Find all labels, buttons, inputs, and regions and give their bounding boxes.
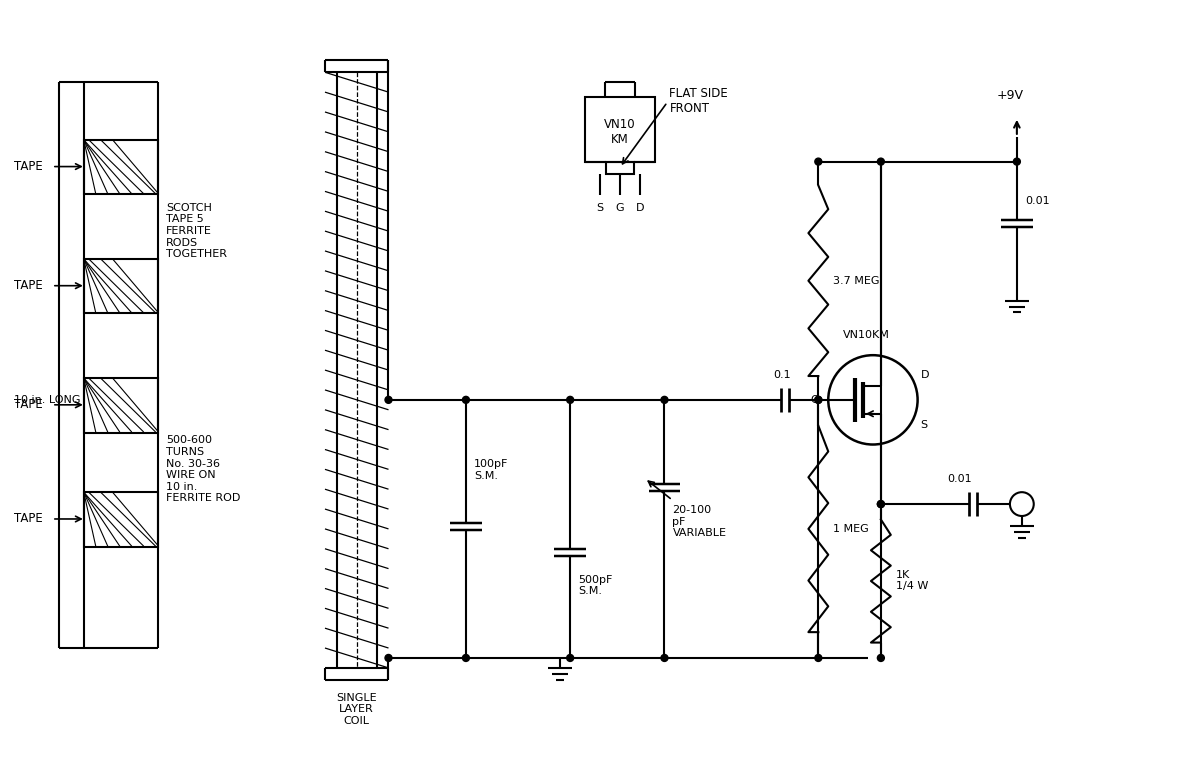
Circle shape — [385, 654, 392, 661]
Bar — [606, 162, 633, 173]
Circle shape — [463, 397, 469, 404]
Text: 1K
1/4 W: 1K 1/4 W — [896, 570, 928, 591]
Text: G: G — [616, 204, 624, 214]
Circle shape — [815, 654, 822, 661]
Circle shape — [877, 501, 884, 508]
Circle shape — [1014, 158, 1021, 165]
Circle shape — [567, 654, 573, 661]
Text: TAPE: TAPE — [14, 398, 43, 411]
Text: D: D — [921, 370, 929, 380]
Circle shape — [877, 654, 884, 661]
Text: 500-600
TURNS
No. 30-36
WIRE ON
10 in.
FERRITE ROD: 500-600 TURNS No. 30-36 WIRE ON 10 in. F… — [166, 435, 240, 503]
Text: SINGLE
LAYER
COIL: SINGLE LAYER COIL — [336, 692, 377, 726]
Text: 500pF
S.M.: 500pF S.M. — [578, 575, 612, 596]
Text: G: G — [810, 395, 819, 405]
Circle shape — [815, 158, 822, 165]
Text: SCOTCH
TAPE 5
FERRITE
RODS
TOGETHER: SCOTCH TAPE 5 FERRITE RODS TOGETHER — [166, 203, 227, 259]
Text: S: S — [597, 204, 604, 214]
Text: VN10KM: VN10KM — [843, 331, 890, 340]
Text: TAPE: TAPE — [14, 512, 43, 525]
Text: 10 in. LONG: 10 in. LONG — [14, 395, 81, 405]
Circle shape — [385, 397, 392, 404]
Circle shape — [877, 501, 884, 508]
Text: 0.1: 0.1 — [773, 370, 791, 380]
Text: 20-100
pF
VARIABLE: 20-100 pF VARIABLE — [673, 505, 727, 538]
Circle shape — [661, 654, 668, 661]
Text: TAPE: TAPE — [14, 279, 43, 292]
Text: 3.7 MEG: 3.7 MEG — [834, 276, 880, 286]
Text: +9V: +9V — [997, 89, 1024, 102]
Bar — [84, 140, 159, 195]
Text: S: S — [921, 420, 928, 429]
Text: D: D — [636, 204, 644, 214]
Bar — [84, 492, 159, 546]
Text: 0.01: 0.01 — [1025, 196, 1049, 207]
Text: 1 MEG: 1 MEG — [834, 524, 869, 534]
Text: VN10
KM: VN10 KM — [604, 118, 636, 146]
Text: TAPE: TAPE — [14, 160, 43, 173]
Circle shape — [877, 158, 884, 165]
Circle shape — [661, 397, 668, 404]
Circle shape — [567, 397, 573, 404]
Circle shape — [815, 397, 822, 404]
Bar — [84, 259, 159, 313]
Text: 100pF
S.M.: 100pF S.M. — [474, 459, 508, 481]
Bar — [585, 97, 655, 162]
Text: FLAT SIDE
FRONT: FLAT SIDE FRONT — [669, 87, 728, 116]
Circle shape — [815, 397, 822, 404]
Circle shape — [463, 654, 469, 661]
Text: 0.01: 0.01 — [947, 474, 972, 484]
Bar — [84, 378, 159, 432]
